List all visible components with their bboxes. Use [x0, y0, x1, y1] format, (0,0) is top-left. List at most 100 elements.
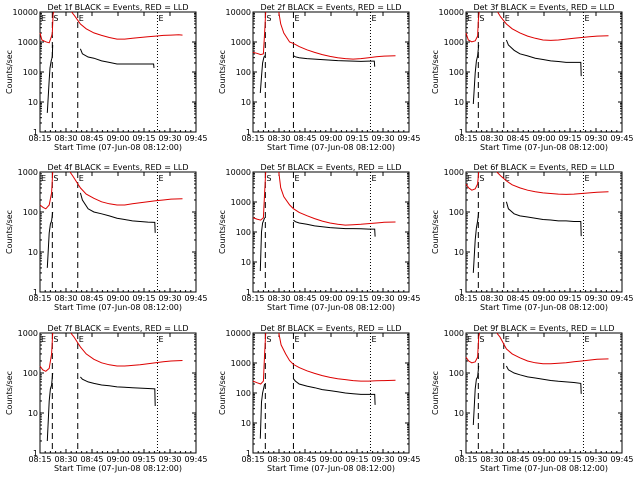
series-line-lld	[70, 332, 183, 367]
interval-marker-label: E	[79, 14, 84, 23]
y-axis-label: Counts/sec	[218, 210, 227, 254]
y-axis-label: Counts/sec	[431, 371, 440, 415]
x-axis-label: Start Time (07-Jun-08 08:12:00)	[54, 303, 182, 312]
y-tick-label: 10	[241, 98, 251, 107]
interval-marker-label: E	[505, 335, 510, 344]
plot-frame	[465, 11, 623, 133]
y-tick-label: 10000	[226, 8, 251, 17]
interval-marker-label: S	[53, 14, 58, 23]
series-line-lld	[496, 171, 609, 195]
series-line-events	[46, 372, 54, 442]
interval-marker-label: E	[584, 14, 589, 23]
x-tick-label: 09:45	[610, 455, 633, 464]
x-tick-label: 09:00	[532, 134, 555, 143]
x-tick-label: 08:30	[54, 134, 77, 143]
y-tick-label: 1000	[231, 359, 251, 368]
series-line-lld	[278, 332, 396, 382]
interval-marker-label: S	[53, 174, 58, 183]
y-tick-label: 1000	[444, 329, 464, 338]
series-line-events	[46, 211, 54, 268]
y-tick-label: 100	[449, 369, 464, 378]
x-tick-label: 09:15	[345, 294, 368, 303]
y-tick-label: 1	[246, 288, 251, 297]
panel-det-4: Det 4f BLACK = Events, RED = LLD 1 10 100 10…	[5, 163, 208, 312]
x-axis-label: Start Time (07-Jun-08 08:12:00)	[267, 143, 395, 152]
series-line-events	[505, 201, 582, 237]
interval-marker-label: E	[467, 335, 472, 344]
y-tick-label: 10	[241, 258, 251, 267]
interval-marker-label: E	[467, 174, 472, 183]
series-line-events	[293, 378, 376, 405]
x-tick-label: 09:45	[397, 294, 420, 303]
interval-marker-label: E	[294, 174, 299, 183]
y-axis-label: Counts/sec	[431, 50, 440, 94]
panel-det-3: Det 3f BLACK = Events, RED = LLD 1 10 100 10…	[431, 3, 634, 152]
x-tick-label: 08:45	[293, 294, 316, 303]
series-line-lld	[39, 171, 54, 210]
interval-marker-label: E	[79, 174, 84, 183]
x-tick-label: 09:00	[106, 455, 129, 464]
series-line-events	[259, 217, 266, 272]
x-tick-label: 09:45	[397, 455, 420, 464]
interval-marker-label: S	[479, 174, 484, 183]
y-tick-label: 10	[28, 409, 38, 418]
series-line-lld	[71, 11, 183, 40]
series-line-lld	[252, 171, 267, 221]
x-tick-label: 09:30	[158, 455, 181, 464]
interval-marker-label: E	[41, 14, 46, 23]
x-tick-label: 08:15	[454, 134, 477, 143]
y-tick-label: 10	[454, 409, 464, 418]
y-axis-label: Counts/sec	[431, 210, 440, 254]
x-axis-label: Start Time (07-Jun-08 08:12:00)	[54, 143, 182, 152]
x-tick-label: 09:15	[345, 455, 368, 464]
chart-title: Det 7f BLACK = Events, RED = LLD	[47, 324, 188, 333]
plot-frame	[465, 171, 623, 293]
series-line-lld	[496, 332, 609, 365]
y-tick-label: 1000	[231, 198, 251, 207]
x-tick-label: 09:45	[184, 455, 207, 464]
series-line-events	[472, 365, 480, 426]
interval-marker-label: S	[479, 14, 484, 23]
y-tick-label: 100	[23, 369, 38, 378]
x-tick-label: 08:30	[267, 294, 290, 303]
x-axis-label: Start Time (07-Jun-08 08:12:00)	[480, 464, 608, 473]
y-tick-label: 1	[33, 288, 38, 297]
y-tick-label: 1	[246, 128, 251, 137]
x-tick-label: 08:15	[241, 294, 264, 303]
interval-marker-label: S	[266, 174, 271, 183]
x-tick-label: 09:15	[558, 134, 581, 143]
x-tick-label: 09:30	[158, 134, 181, 143]
series-line-events	[259, 383, 266, 439]
y-tick-label: 10	[454, 98, 464, 107]
y-axis-label: Counts/sec	[218, 50, 227, 94]
chart-title: Det 2f BLACK = Events, RED = LLD	[260, 3, 401, 12]
y-tick-label: 1	[33, 449, 38, 458]
x-tick-label: 08:45	[80, 455, 103, 464]
y-tick-label: 1000	[18, 168, 38, 177]
x-tick-label: 08:30	[267, 134, 290, 143]
series-line-lld	[69, 171, 183, 206]
y-tick-label: 10000	[13, 8, 38, 17]
interval-marker-label: E	[371, 335, 376, 344]
series-line-events	[505, 39, 582, 77]
y-tick-label: 100	[236, 68, 251, 77]
y-tick-label: 100	[449, 208, 464, 217]
x-tick-label: 08:15	[241, 134, 264, 143]
y-tick-label: 10	[28, 248, 38, 257]
y-tick-label: 1	[33, 128, 38, 137]
chart-title: Det 8f BLACK = Events, RED = LLD	[260, 324, 401, 333]
y-tick-label: 1000	[444, 38, 464, 47]
series-line-events	[259, 55, 266, 94]
chart-title: Det 3f BLACK = Events, RED = LLD	[473, 3, 614, 12]
series-line-events	[79, 192, 156, 233]
plot-frame	[465, 332, 623, 454]
x-axis-label: Start Time (07-Jun-08 08:12:00)	[480, 143, 608, 152]
x-tick-label: 09:00	[319, 294, 342, 303]
x-tick-label: 09:45	[184, 134, 207, 143]
y-axis-label: Counts/sec	[5, 371, 14, 415]
y-tick-label: 1	[459, 449, 464, 458]
interval-marker-label: E	[467, 14, 472, 23]
y-tick-label: 1000	[18, 38, 38, 47]
x-tick-label: 08:45	[80, 134, 103, 143]
x-tick-label: 08:30	[54, 455, 77, 464]
